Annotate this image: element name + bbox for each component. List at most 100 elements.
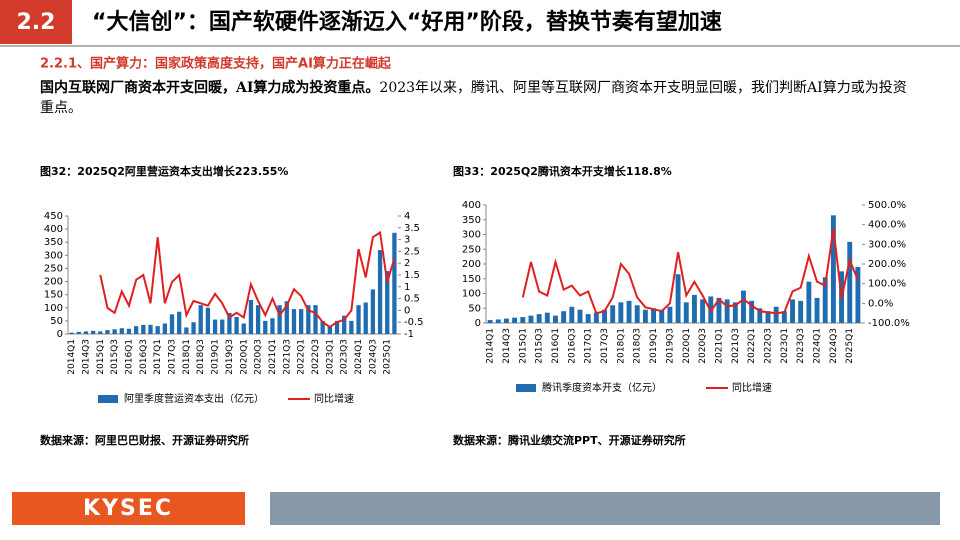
y2-tick-label: 2.5 — [404, 246, 420, 257]
y-tick-label: 300 — [44, 250, 63, 261]
bar — [377, 250, 383, 334]
bar — [284, 301, 289, 334]
bar — [528, 315, 534, 323]
bar — [683, 302, 689, 323]
slide-title: “大信创”：国产软硬件逐渐迈入“好用”阶段，替换节奏有望加速 — [92, 9, 722, 35]
y2-tick-label: 1.5 — [404, 270, 420, 281]
bar — [847, 241, 853, 323]
y2-tick-label: 0.0% — [868, 298, 893, 309]
bar — [334, 320, 340, 334]
bar — [610, 305, 616, 323]
bar — [98, 331, 103, 334]
bar — [141, 324, 146, 334]
y-tick-label: 100 — [44, 303, 63, 314]
y-tick-label: 350 — [44, 237, 63, 248]
bar — [313, 305, 318, 334]
x-tick-label: 2022Q1 — [747, 328, 757, 364]
bar — [520, 317, 526, 323]
bar — [177, 311, 182, 334]
x-tick-label: 2017Q3 — [168, 339, 178, 375]
bar — [184, 327, 189, 334]
x-tick-label: 2024Q3 — [829, 328, 839, 364]
y-tick-label: 250 — [44, 263, 63, 274]
bar — [205, 307, 211, 334]
bar — [626, 300, 632, 323]
x-tick-label: 2024Q1 — [813, 328, 823, 364]
bar — [814, 297, 820, 323]
bar — [757, 308, 763, 323]
legend-label: 同比增速 — [732, 381, 772, 394]
bar — [700, 299, 706, 323]
bar — [790, 299, 795, 323]
bar — [749, 300, 755, 323]
x-tick-label: 2019Q3 — [665, 328, 675, 364]
x-tick-label: 2021Q3 — [731, 328, 741, 364]
paragraph-text: 2023年以来，腾讯、阿里等互联网厂商资本开支明显回暖，我们判断AI算力或为投资… — [40, 80, 907, 116]
bar — [356, 305, 361, 334]
x-tick-label: 2019Q1 — [649, 328, 659, 364]
bar — [327, 326, 332, 334]
y-tick-label: 300 — [462, 230, 481, 241]
x-tick-label: 2023Q1 — [325, 339, 335, 375]
bar — [392, 232, 397, 334]
x-tick-label: 2015Q3 — [535, 328, 545, 364]
bar — [659, 309, 665, 323]
section-number: 2.2 — [17, 10, 56, 35]
x-tick-label: 2018Q1 — [182, 339, 192, 375]
bar — [162, 323, 167, 334]
bar — [512, 317, 518, 323]
subheading: 2.2.1、国产算力：国家政策高度支持，国产AI算力正在崛起 — [40, 56, 392, 72]
bar — [577, 309, 583, 323]
bar — [569, 306, 575, 323]
bar — [155, 326, 160, 334]
y2-tick-label: 3.5 — [404, 223, 420, 234]
y-tick-label: 450 — [44, 211, 63, 222]
y-tick-label: 50 — [50, 316, 63, 327]
y-tick-label: 100 — [462, 289, 481, 300]
y-tick-label: 250 — [462, 244, 481, 255]
section-box — [0, 0, 72, 44]
bar — [342, 315, 347, 334]
x-tick-label: 2016Q3 — [139, 339, 149, 375]
x-tick-label: 2017Q1 — [153, 339, 163, 375]
bar — [773, 306, 779, 323]
line-series — [99, 230, 396, 329]
y-tick-label: 350 — [462, 215, 481, 226]
bar — [691, 294, 697, 323]
bar — [241, 323, 246, 334]
logo-box — [12, 492, 245, 525]
bar — [667, 306, 673, 323]
bar — [593, 312, 599, 323]
legend-label: 同比增速 — [314, 392, 354, 405]
x-tick-label: 2022Q1 — [297, 339, 307, 375]
bar — [585, 314, 591, 323]
bar — [675, 274, 681, 323]
bar — [270, 318, 275, 334]
x-tick-label: 2016Q1 — [124, 339, 134, 375]
y2-tick-label: 2 — [404, 258, 410, 269]
y2-tick-label: 500.0% — [868, 200, 906, 211]
bar — [385, 271, 390, 334]
y2-tick-label: 100.0% — [868, 279, 906, 290]
x-tick-label: 2020Q1 — [239, 339, 249, 375]
paragraph: 国内互联网厂商资本开支回暖，AI算力成为投资重点。2023年以来，腾讯、阿里等互… — [40, 78, 920, 118]
x-tick-label: 2025Q1 — [383, 339, 393, 375]
bar — [212, 319, 218, 334]
x-tick-label: 2025Q1 — [845, 328, 855, 364]
y-tick-label: 0 — [475, 318, 481, 329]
bar — [634, 305, 640, 323]
x-tick-label: 2016Q3 — [567, 328, 577, 364]
bar — [234, 316, 239, 334]
x-tick-label: 2021Q3 — [282, 339, 292, 375]
bar — [83, 331, 89, 334]
chart-source: 数据来源：阿里巴巴财报、开源证券研究所 — [40, 433, 249, 447]
legend-swatch — [516, 384, 536, 392]
bar — [90, 330, 96, 334]
x-tick-label: 2020Q3 — [254, 339, 264, 375]
x-tick-label: 2023Q3 — [340, 339, 350, 375]
bar — [651, 308, 657, 323]
bar — [716, 297, 722, 323]
bar — [76, 331, 81, 334]
x-tick-label: 2023Q3 — [796, 328, 806, 364]
